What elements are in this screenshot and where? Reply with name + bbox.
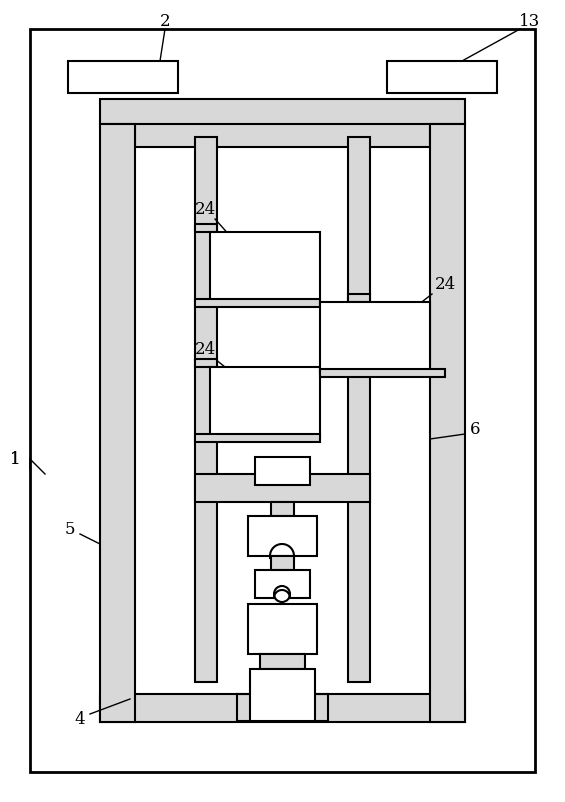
Bar <box>320 370 445 378</box>
Bar <box>348 138 370 683</box>
Text: 6: 6 <box>470 421 480 438</box>
Bar <box>271 502 294 516</box>
Bar <box>195 225 217 233</box>
Bar <box>430 125 465 722</box>
Bar <box>210 367 320 437</box>
Text: 1: 1 <box>10 451 20 468</box>
Bar <box>100 695 465 722</box>
Text: 24: 24 <box>434 276 455 294</box>
Bar <box>248 516 317 557</box>
Bar <box>195 435 320 443</box>
Text: 24: 24 <box>194 341 216 358</box>
Bar <box>210 233 320 302</box>
Bar <box>248 604 317 654</box>
Text: 4: 4 <box>75 711 85 727</box>
Bar <box>195 475 370 502</box>
Bar <box>255 457 310 485</box>
Text: 5: 5 <box>65 520 75 538</box>
Bar <box>348 294 370 302</box>
Bar <box>387 62 497 94</box>
Bar <box>255 570 310 598</box>
Bar <box>320 302 430 373</box>
Bar <box>260 654 305 669</box>
Text: 24: 24 <box>194 201 216 218</box>
Text: 13: 13 <box>519 14 541 30</box>
Bar <box>250 669 315 721</box>
Text: 2: 2 <box>160 14 170 30</box>
Circle shape <box>274 586 290 602</box>
Bar <box>271 557 294 570</box>
Bar <box>195 359 217 367</box>
Bar <box>195 138 217 683</box>
Bar <box>100 100 465 125</box>
Bar <box>195 300 320 308</box>
Bar <box>135 110 430 148</box>
Bar <box>30 30 535 772</box>
Bar <box>68 62 178 94</box>
Text: 1: 1 <box>10 451 20 468</box>
Bar <box>100 125 135 722</box>
